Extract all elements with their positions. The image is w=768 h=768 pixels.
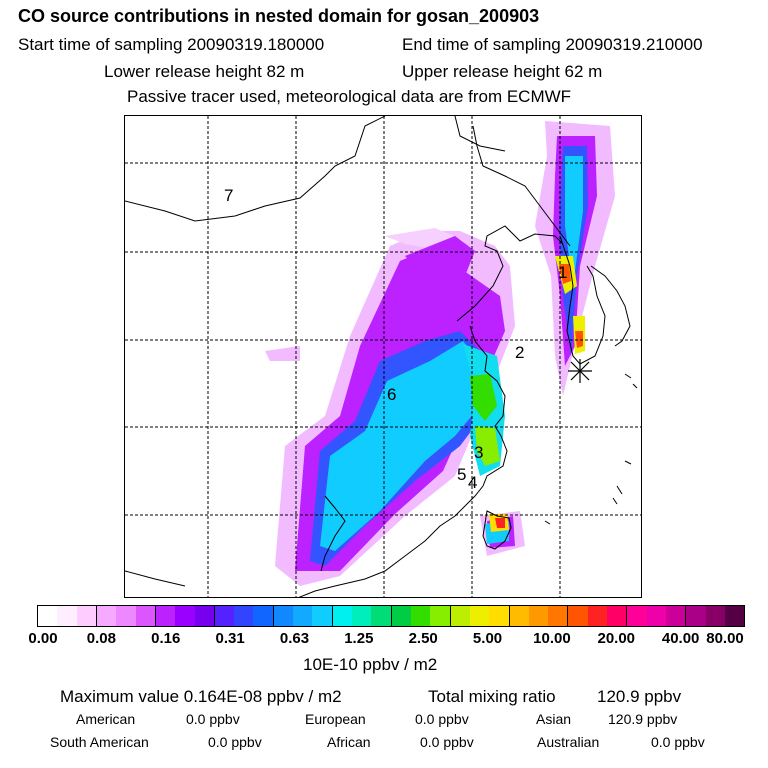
region-value: 0.0 ppbv	[415, 711, 469, 727]
colorbar-cell	[528, 606, 549, 626]
colorbar-cell	[312, 606, 333, 626]
tracer-note: Passive tracer used, meteorological data…	[127, 87, 572, 106]
colorbar-tick-label: 0.08	[86, 630, 116, 647]
colorbar-tick-label: 10.00	[533, 630, 571, 647]
region-name: Asian	[536, 711, 572, 727]
total-mixing-value: 120.9 ppbv	[597, 687, 682, 706]
colorbar-cell	[155, 606, 176, 626]
colorbar-cell	[194, 606, 215, 626]
colorbar-cell	[352, 606, 372, 626]
region-name: European	[305, 711, 366, 727]
region-label: 6	[387, 385, 396, 404]
colorbar-cell	[607, 606, 628, 626]
region-label: 3	[474, 443, 483, 462]
colorbar-cell	[38, 606, 58, 626]
colorbar-cell	[273, 606, 294, 626]
colorbar-tick-label: 0.31	[215, 630, 245, 647]
colorbar-tick-label: 0.00	[28, 630, 58, 647]
region-name: African	[327, 734, 371, 750]
colorbar-cell	[548, 606, 569, 626]
colorbar-cell	[175, 606, 195, 626]
start-time-label: Start time of sampling 20090319.180000	[18, 35, 325, 54]
colorbar-cell	[57, 606, 77, 626]
colorbar-tick-label: 2.50	[408, 630, 438, 647]
total-mixing-label: Total mixing ratio	[428, 687, 556, 706]
colorbar-tick-label: 0.16	[151, 630, 181, 647]
region-value: 0.0 ppbv	[420, 734, 474, 750]
colorbar-cell	[646, 606, 666, 626]
colorbar-cell	[391, 606, 411, 626]
region-name: American	[76, 711, 136, 727]
colorbar-cell	[568, 606, 588, 626]
colorbar-cell	[293, 606, 313, 626]
map-svg: 7 2 6 3 5 4 1	[125, 116, 641, 597]
region-name: South American	[50, 734, 149, 750]
lat-lon-grid	[125, 116, 641, 597]
colorbar-tick-label: 1.25	[344, 630, 374, 647]
end-time-label: End time of sampling 20090319.210000	[402, 35, 703, 54]
upper-release-height-label: Upper release height 62 m	[402, 62, 603, 81]
colorbar-cell	[705, 606, 725, 626]
coastlines	[125, 116, 638, 597]
region-value: 0.0 ppbv	[651, 734, 705, 750]
region-label: 4	[468, 473, 477, 492]
colorbar-units: 10E-10 ppbv / m2	[303, 655, 438, 674]
plume-hotspots	[470, 256, 585, 532]
colorbar-cell	[135, 606, 156, 626]
colorbar-cell	[509, 606, 529, 626]
region-label: 7	[224, 186, 233, 205]
colorbar-cell	[666, 606, 687, 626]
colorbar-tick-label: 5.00	[472, 630, 503, 647]
max-value-label: Maximum value 0.164E-08 ppbv / m2	[60, 687, 342, 706]
region-label: 2	[515, 343, 524, 362]
colorbar-cell	[116, 606, 136, 626]
colorbar-cell	[96, 606, 117, 626]
colorbar-cell	[469, 606, 490, 626]
region-value: 0.0 ppbv	[186, 711, 240, 727]
colorbar-cell	[450, 606, 470, 626]
region-label: 1	[558, 263, 567, 282]
colorbar-cell	[430, 606, 451, 626]
colorbar	[37, 605, 745, 627]
colorbar-tick-label: 40.00	[661, 630, 700, 647]
colorbar-cell	[234, 606, 254, 626]
colorbar-tick-label: 80.00	[706, 630, 744, 647]
map-panel: 7 2 6 3 5 4 1	[124, 115, 642, 598]
colorbar-cell	[332, 606, 352, 626]
lower-release-height-label: Lower release height 82 m	[104, 62, 305, 81]
plot-title: CO source contributions in nested domain…	[18, 6, 540, 26]
colorbar-tick-label: 0.63	[279, 630, 310, 647]
colorbar-cell	[76, 606, 97, 626]
region-name: Australian	[537, 734, 600, 750]
colorbar-cell	[686, 606, 706, 626]
colorbar-cell	[371, 606, 392, 626]
region-value: 0.0 ppbv	[208, 734, 262, 750]
colorbar-tick-label: 20.00	[597, 630, 636, 647]
colorbar-cell	[410, 606, 431, 626]
region-value: 120.9 ppbv	[608, 711, 678, 727]
colorbar-cell	[724, 606, 745, 626]
region-label: 5	[457, 465, 466, 484]
colorbar-cell	[587, 606, 608, 626]
colorbar-cell	[214, 606, 235, 626]
colorbar-cell	[627, 606, 647, 626]
station-asterisk	[568, 359, 592, 383]
colorbar-cell	[489, 606, 510, 626]
colorbar-cell	[253, 606, 274, 626]
